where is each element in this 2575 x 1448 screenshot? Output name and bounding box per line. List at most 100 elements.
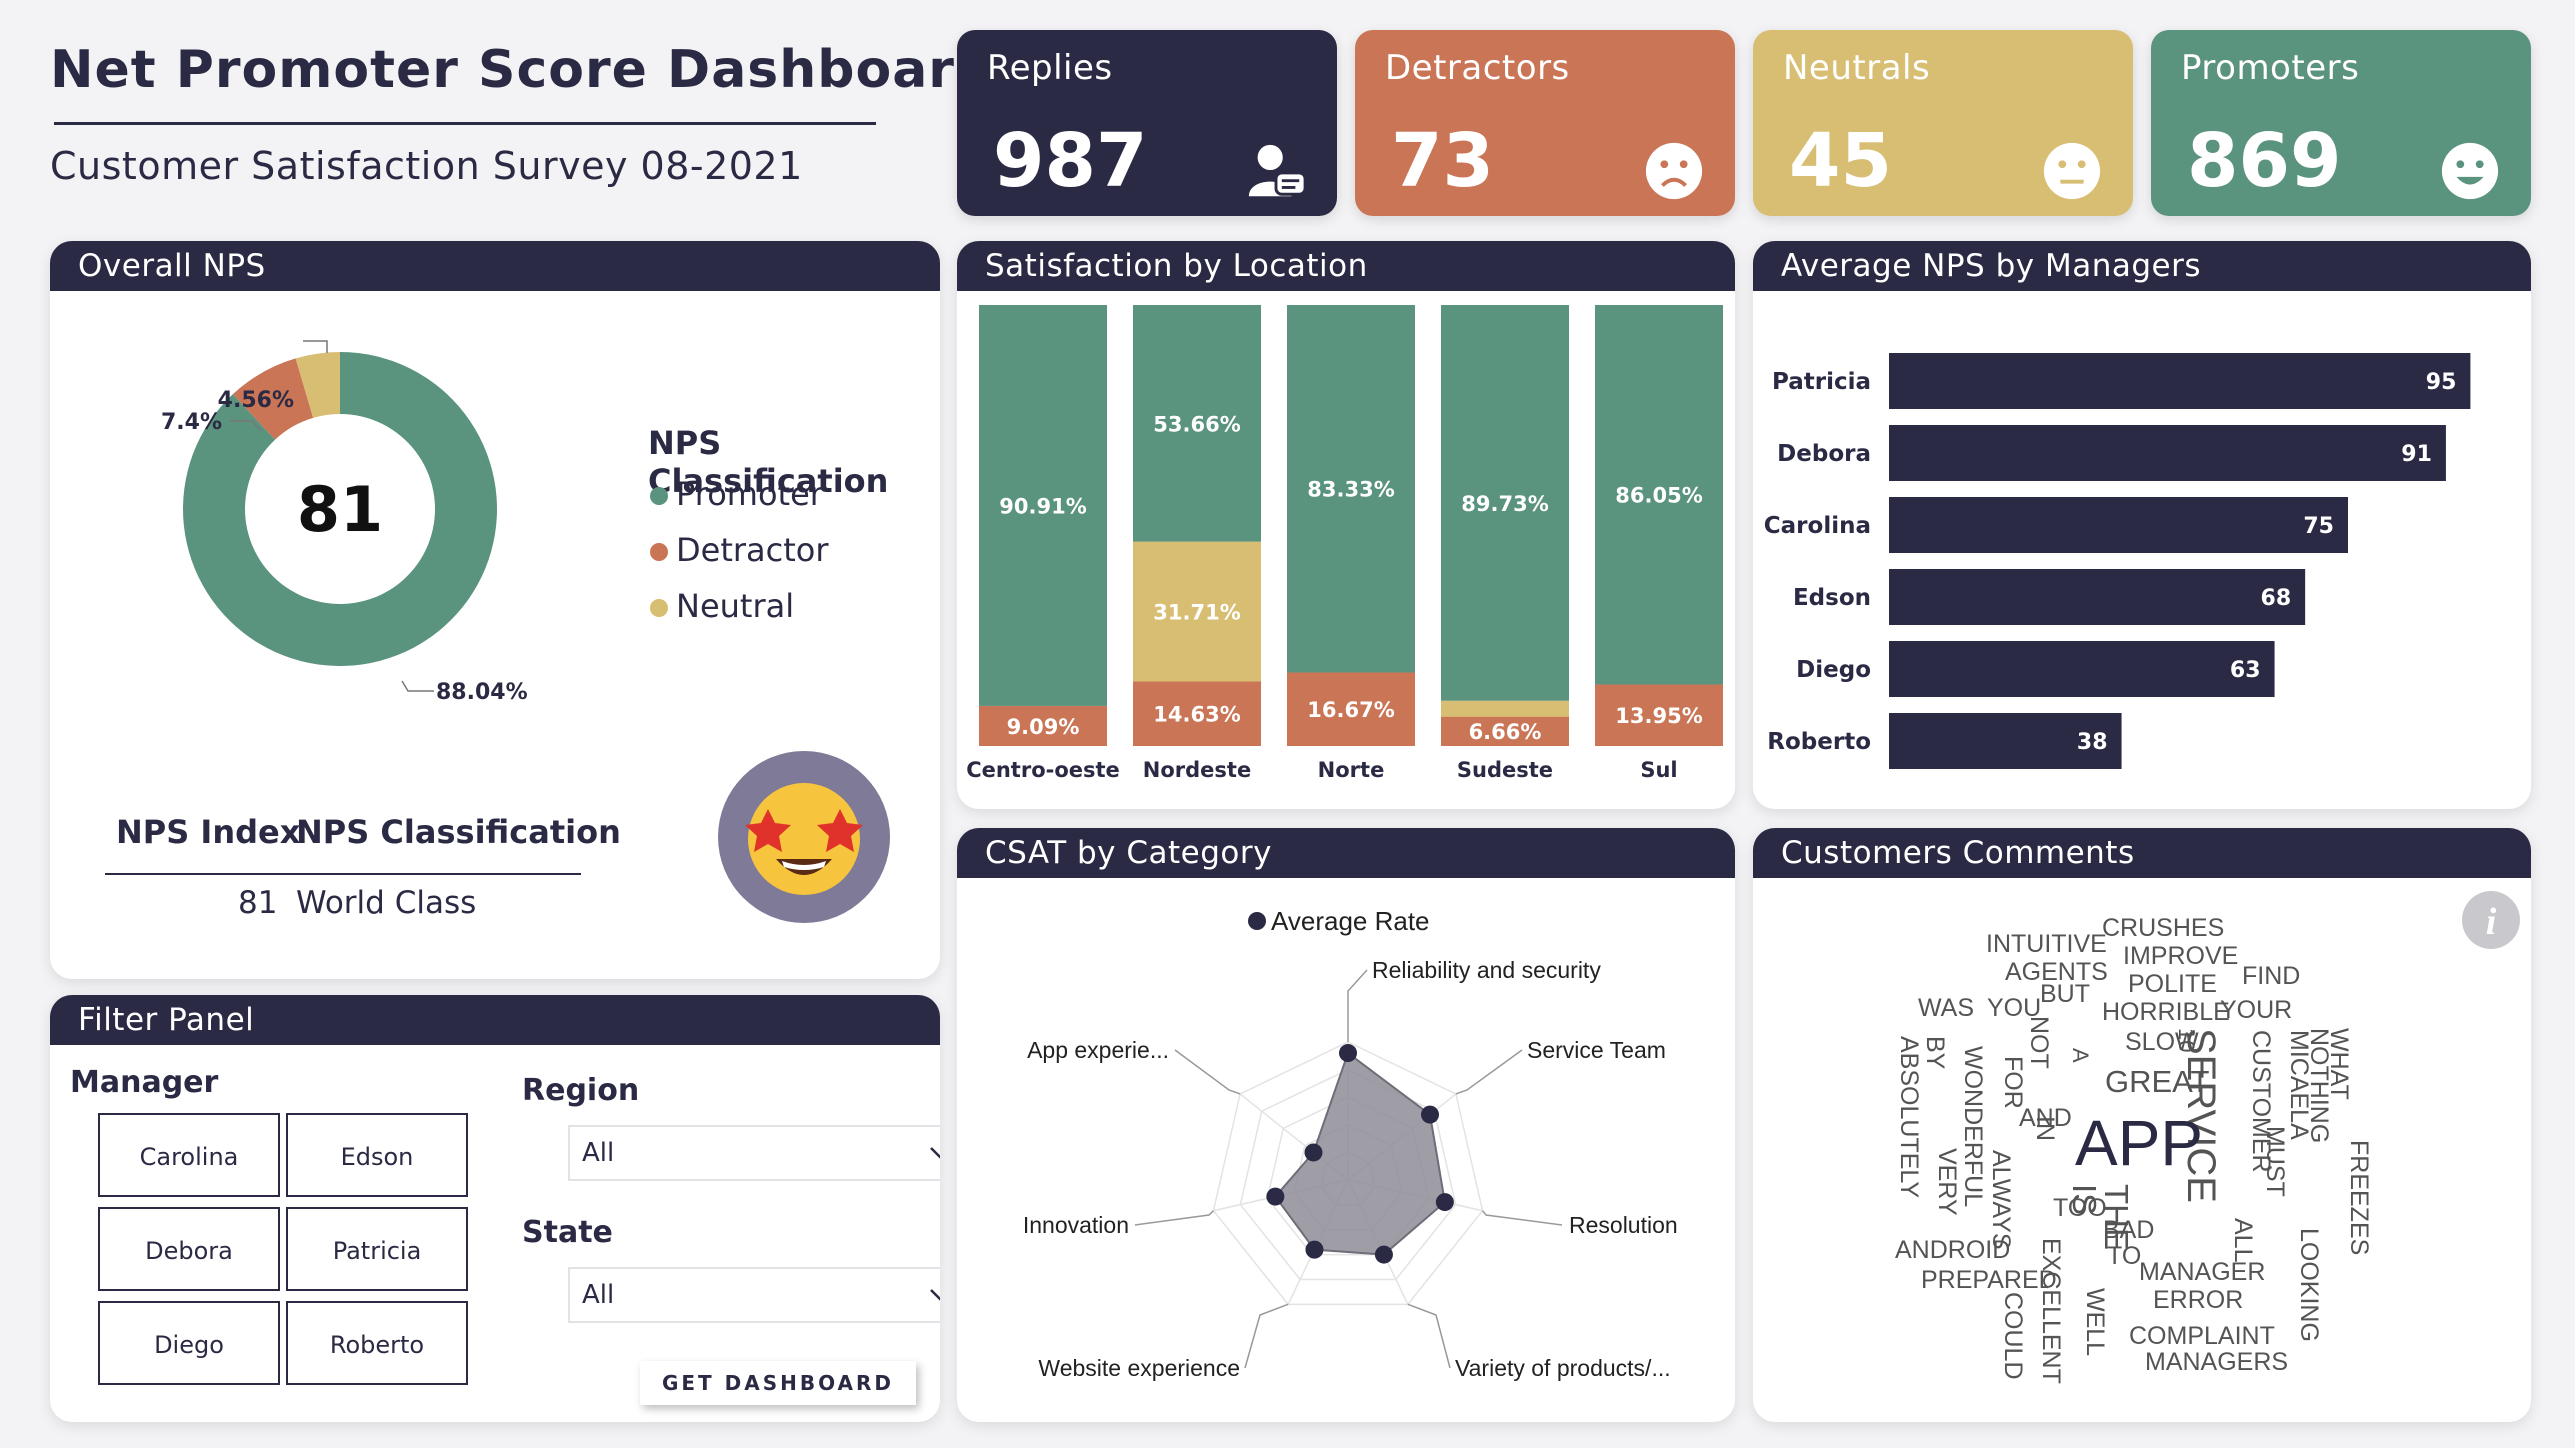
bar-segment-neutral[interactable]	[1441, 700, 1569, 717]
svg-text:i: i	[2486, 901, 2497, 943]
word-cloud-word: ALWAYS	[1987, 1150, 2015, 1250]
pie-slice-neutral[interactable]	[295, 352, 340, 418]
manager-button-diego[interactable]: Diego	[98, 1301, 280, 1385]
word-cloud-word: COMPLAINT	[2129, 1322, 2275, 1350]
manager-button-edson[interactable]: Edson	[286, 1113, 468, 1197]
happy-face-icon	[2441, 142, 2499, 200]
kpi-neutrals-label: Neutrals	[1783, 48, 1931, 88]
bar-segment-promoter[interactable]	[1133, 305, 1261, 542]
region-select[interactable]: All	[568, 1125, 940, 1181]
bar-data-label: 13.95%	[1615, 704, 1702, 728]
kpi-replies-value: 987	[993, 118, 1148, 204]
word-cloud-word: ABSOLUTELY	[1895, 1036, 1923, 1199]
bar-data-label: 31.71%	[1153, 601, 1240, 625]
radar-axis-label: Resolution	[1569, 1212, 1678, 1238]
radar-point[interactable]	[1420, 1105, 1439, 1124]
y-tick-label: Edson	[1793, 585, 1871, 611]
bar-segment-detractor[interactable]	[979, 705, 1107, 746]
word-cloud-word: AGENTS	[2005, 958, 2108, 986]
leader-line	[1455, 1049, 1523, 1095]
radar-point[interactable]	[1435, 1193, 1454, 1212]
filter-panel-header: Filter Panel	[50, 995, 940, 1045]
kpi-detractors-label: Detractors	[1385, 48, 1570, 88]
manager-button-debora[interactable]: Debora	[98, 1207, 280, 1291]
word-cloud-word: NOTHING	[2305, 1028, 2333, 1144]
state-select[interactable]: All	[568, 1267, 940, 1323]
bar-segment-neutral[interactable]	[1133, 541, 1261, 682]
nps-donut-chart: 81 88.04% 7.4%4.56%	[161, 340, 528, 705]
manager-button-patricia[interactable]: Patricia	[286, 1207, 468, 1291]
leader-line	[1481, 1210, 1563, 1226]
y-tick-label: Roberto	[1767, 729, 1871, 755]
word-cloud-word: FREEZES	[2345, 1140, 2373, 1256]
leader-line	[230, 420, 263, 432]
bar-segment-detractor[interactable]	[1133, 681, 1261, 746]
y-tick-label: Patricia	[1772, 369, 1871, 395]
word-cloud-word: AND	[2019, 1104, 2072, 1132]
word-cloud-word: YOU	[1987, 994, 2042, 1022]
radar-axis-label: Reliability and security	[1372, 957, 1601, 983]
word-cloud-word: EXCELLENT	[2037, 1238, 2065, 1384]
manager-bar[interactable]	[1889, 569, 2306, 625]
radar-point[interactable]	[1374, 1245, 1393, 1264]
manager-bar[interactable]	[1889, 353, 2471, 409]
radar-point[interactable]	[1305, 1240, 1324, 1259]
bar-segment-promoter[interactable]	[1441, 305, 1569, 701]
pie-label-detractor: 7.4%	[161, 410, 222, 435]
radar-axis-label: Innovation	[1023, 1212, 1129, 1238]
chevron-down-icon	[930, 1147, 940, 1159]
bar-segment-promoter[interactable]	[979, 305, 1107, 706]
radar-grid-ring	[1239, 1068, 1457, 1281]
word-cloud-word: VERY	[1933, 1148, 1961, 1216]
manager-bar[interactable]	[1889, 641, 2275, 697]
word-cloud-word: CRUSHES	[2102, 914, 2225, 942]
legend-item-promoter: Promoter	[650, 475, 823, 513]
manager-bar[interactable]	[1889, 497, 2348, 553]
leader-line	[1244, 1303, 1289, 1369]
bar-data-label: 38	[2077, 730, 2108, 755]
legend-label: Detractor	[676, 531, 829, 569]
word-cloud-word: TOO	[2053, 1194, 2107, 1222]
star-struck-emoji-icon	[718, 751, 890, 923]
bar-segment-detractor[interactable]	[1595, 684, 1723, 746]
pie-slice-detractor[interactable]	[232, 358, 314, 440]
legend-swatch	[650, 543, 668, 561]
kpi-neutrals-value: 45	[1789, 118, 1892, 204]
radar-point[interactable]	[1339, 1044, 1357, 1063]
legend-swatch	[650, 599, 668, 617]
x-tick-label: Sudeste	[1457, 758, 1553, 782]
word-cloud-word: IN	[2031, 1116, 2059, 1141]
word-cloud-word: COULD	[1999, 1292, 2027, 1380]
nps-index-value: 81	[238, 885, 278, 921]
info-icon[interactable]: i	[2461, 890, 2521, 950]
bar-data-label: 14.63%	[1153, 703, 1240, 727]
bar-data-label: 9.09%	[1007, 715, 1080, 739]
location-card: Satisfaction by Location 9.09% 90.91% Cent…	[957, 241, 1735, 809]
radar-point[interactable]	[1266, 1187, 1285, 1206]
word-cloud-word: APP	[2075, 1107, 2204, 1179]
csat-header: CSAT by Category	[957, 828, 1735, 878]
manager-button-roberto[interactable]: Roberto	[286, 1301, 468, 1385]
overall-nps-header: Overall NPS	[50, 241, 940, 291]
radar-axis-label: Variety of products/...	[1455, 1355, 1671, 1381]
manager-bar[interactable]	[1889, 713, 2122, 769]
legend-label: Neutral	[676, 587, 795, 625]
manager-button-carolina[interactable]: Carolina	[98, 1113, 280, 1197]
x-tick-label: Nordeste	[1143, 758, 1251, 782]
manager-bar[interactable]	[1889, 425, 2446, 481]
legend-swatch	[650, 487, 668, 505]
leader-line	[1174, 1049, 1241, 1095]
bar-data-label: 63	[2230, 658, 2261, 683]
word-cloud-word: ANDROID	[1895, 1236, 2011, 1264]
bar-segment-detractor[interactable]	[1441, 716, 1569, 746]
word-cloud-word: WELL	[2081, 1288, 2109, 1357]
get-dashboard-button[interactable]: GET DASHBOARD	[640, 1361, 916, 1405]
radar-point[interactable]	[1304, 1143, 1323, 1162]
bar-data-label: 6.66%	[1469, 720, 1542, 744]
bar-data-label: 91	[2401, 442, 2432, 467]
bar-segment-detractor[interactable]	[1287, 672, 1415, 746]
bar-segment-promoter[interactable]	[1287, 305, 1415, 673]
bar-data-label: 16.67%	[1307, 698, 1394, 722]
leader-line	[1347, 969, 1368, 1042]
bar-segment-promoter[interactable]	[1595, 305, 1723, 685]
